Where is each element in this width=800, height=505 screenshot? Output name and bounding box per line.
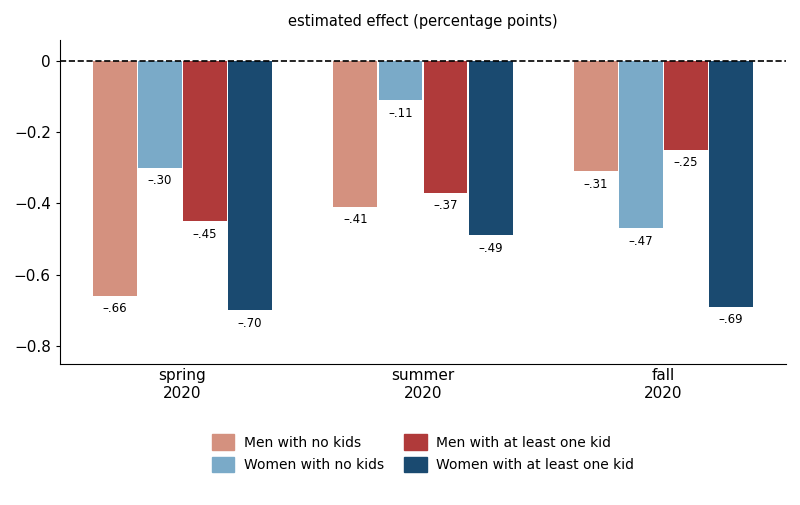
Text: –.47: –.47 bbox=[629, 235, 654, 248]
Bar bbox=[138, 61, 182, 168]
Bar bbox=[334, 61, 378, 207]
Text: –.70: –.70 bbox=[238, 317, 262, 330]
Bar bbox=[469, 61, 513, 235]
Text: –.25: –.25 bbox=[674, 157, 698, 170]
Legend: Men with no kids, Women with no kids, Men with at least one kid, Women with at l: Men with no kids, Women with no kids, Me… bbox=[206, 429, 640, 478]
Text: –.41: –.41 bbox=[343, 214, 368, 226]
Text: –.66: –.66 bbox=[102, 302, 127, 316]
Bar bbox=[378, 61, 422, 100]
Text: –.49: –.49 bbox=[478, 242, 503, 255]
Text: –.31: –.31 bbox=[584, 178, 608, 191]
Bar bbox=[183, 61, 227, 221]
Bar bbox=[228, 61, 272, 310]
Text: –.37: –.37 bbox=[434, 199, 458, 212]
Bar bbox=[424, 61, 467, 193]
Bar bbox=[619, 61, 663, 228]
Text: –.45: –.45 bbox=[193, 228, 218, 241]
Bar bbox=[710, 61, 753, 307]
Text: –.30: –.30 bbox=[148, 174, 172, 187]
Bar bbox=[93, 61, 137, 296]
Bar bbox=[664, 61, 708, 150]
Text: –.69: –.69 bbox=[719, 313, 743, 326]
Text: –.11: –.11 bbox=[388, 107, 413, 120]
Bar bbox=[574, 61, 618, 171]
Title: estimated effect (percentage points): estimated effect (percentage points) bbox=[288, 14, 558, 29]
